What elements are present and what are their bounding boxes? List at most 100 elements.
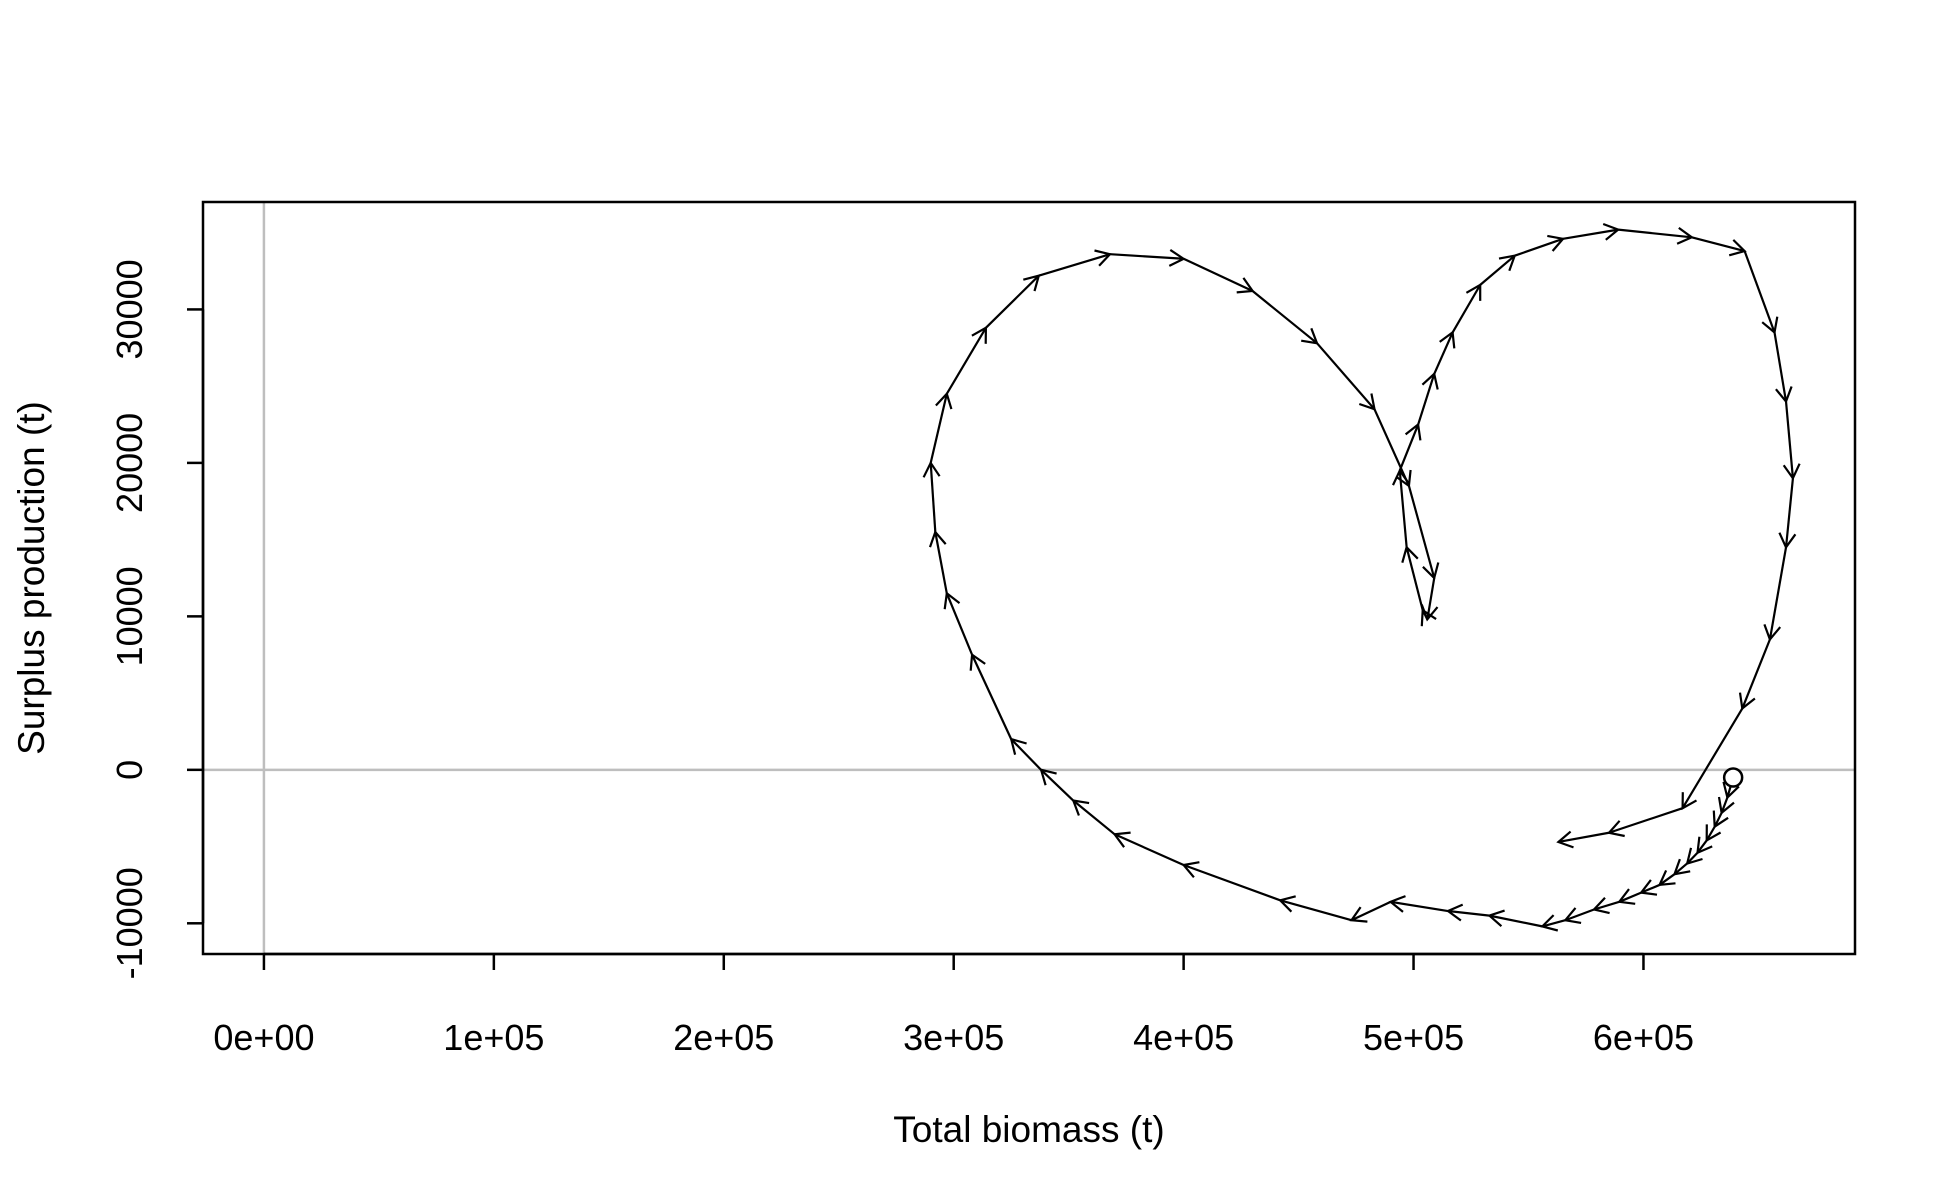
arrowhead [1761, 316, 1779, 335]
arrowhead [1556, 830, 1574, 849]
arrowhead [1705, 824, 1722, 843]
trajectory-segment [1433, 330, 1456, 375]
y-axis-title: Surplus production (t) [11, 401, 52, 755]
arrowhead [1563, 907, 1582, 924]
x-tick-label: 6e+05 [1593, 1017, 1694, 1058]
start-point-marker [1722, 767, 1744, 788]
arrowhead [1775, 386, 1793, 404]
x-tick-label: 3e+05 [903, 1017, 1004, 1058]
trajectory-segment [1445, 903, 1490, 922]
arrowhead [1696, 836, 1713, 855]
x-tick-label: 1e+05 [443, 1017, 544, 1058]
trajectory-segment [1514, 234, 1566, 257]
x-tick-label: 5e+05 [1363, 1017, 1464, 1058]
arrowhead [1639, 879, 1658, 896]
trajectory-segment [943, 591, 974, 656]
trajectory-segment [1278, 895, 1352, 922]
trajectory-segment [1401, 545, 1424, 611]
trajectory-segment [1451, 283, 1482, 334]
trajectory-segment [945, 325, 988, 395]
trajectory-segment [1183, 257, 1255, 294]
y-tick-label: -10000 [109, 867, 150, 979]
x-tick-label: 0e+00 [213, 1017, 314, 1058]
trajectory-segment [922, 460, 941, 533]
trajectory-segment [1388, 895, 1449, 913]
trajectory-segment [1398, 422, 1422, 471]
arrowhead [1778, 532, 1797, 550]
trajectory-segment [1618, 227, 1694, 245]
trajectory-segment [1705, 824, 1722, 843]
trajectory-segment [1681, 707, 1744, 811]
arrowhead [1498, 254, 1517, 272]
trajectory-segment [1657, 869, 1676, 887]
arrowhead [1278, 895, 1296, 913]
x-axis: 0e+00 1e+05 2e+05 3e+05 4e+05 5e+05 6e+05 [213, 952, 1694, 1058]
trajectory-segment [1606, 807, 1683, 838]
trajectory-segment [1540, 914, 1566, 932]
trajectory-segment [1717, 796, 1735, 815]
y-tick-label: 0 [109, 760, 150, 780]
y-tick-label: 10000 [109, 566, 150, 666]
trajectory-segment [1773, 332, 1793, 404]
trajectory-segment [1109, 248, 1186, 267]
trajectory-segment [1562, 222, 1621, 241]
trajectory-segment [1763, 547, 1788, 642]
trajectory-segment [1009, 737, 1042, 771]
plot-frame [201, 200, 1857, 956]
arrowhead [1349, 906, 1368, 923]
trajectory-segment [1691, 236, 1747, 257]
trajectory-segment [1479, 254, 1517, 286]
arrowhead [1738, 692, 1756, 711]
trajectory-segment [1639, 879, 1660, 896]
arrowhead [1236, 277, 1255, 294]
arrowhead [1685, 847, 1703, 866]
x-tick-label: 2e+05 [673, 1017, 774, 1058]
trajectory-segment [1712, 810, 1729, 829]
trajectory-segment [1487, 909, 1543, 928]
trajectory-segment [1417, 371, 1439, 425]
arrowhead [922, 460, 941, 478]
trajectory-segment [1112, 831, 1185, 866]
trajectory-segment [1782, 401, 1801, 481]
trajectory-segment [1392, 468, 1410, 548]
arrowhead [1421, 371, 1439, 390]
trajectory-segment [1685, 847, 1703, 866]
trajectory-segment [1591, 897, 1620, 915]
trajectory-segment [1251, 290, 1319, 345]
trajectory-segment [1743, 250, 1779, 335]
trajectory-segment [969, 652, 1013, 740]
trajectory-segment [1373, 408, 1412, 488]
arrowhead [1657, 869, 1676, 887]
trajectory-segment [1349, 900, 1392, 923]
trajectory-segment [928, 529, 948, 594]
arrowhead [1388, 895, 1406, 913]
trajectory-segment [1407, 485, 1440, 581]
y-tick-label: 20000 [109, 413, 150, 513]
arrowhead [1681, 792, 1698, 811]
arrowhead [1606, 820, 1625, 838]
arrowhead [1465, 283, 1482, 301]
trajectory-segment [1556, 830, 1610, 849]
trajectory-segment [985, 274, 1041, 329]
trajectory-segment [1181, 861, 1281, 902]
reference-lines [203, 202, 1855, 954]
y-tick-label: 30000 [109, 259, 150, 359]
arrowhead [1392, 468, 1410, 486]
trajectory-segment [1038, 249, 1113, 277]
trajectory-segment [1696, 836, 1713, 855]
arrowhead [1782, 463, 1801, 481]
trajectory-segment [1617, 888, 1642, 905]
y-axis: -10000 0 10000 20000 30000 [109, 259, 205, 979]
trajectory-segment [1071, 799, 1116, 836]
arrowhead [1728, 239, 1747, 257]
arrowhead [1168, 248, 1186, 267]
arrowhead [1071, 799, 1090, 816]
trajectory-segment [929, 391, 953, 464]
trajectory-segment [1039, 768, 1075, 802]
x-axis-title: Total biomass (t) [893, 1109, 1164, 1150]
trajectory-segment [1738, 638, 1771, 711]
series-layer [922, 222, 1801, 932]
trajectory-segment [1563, 907, 1595, 924]
arrowhead [1540, 914, 1559, 932]
